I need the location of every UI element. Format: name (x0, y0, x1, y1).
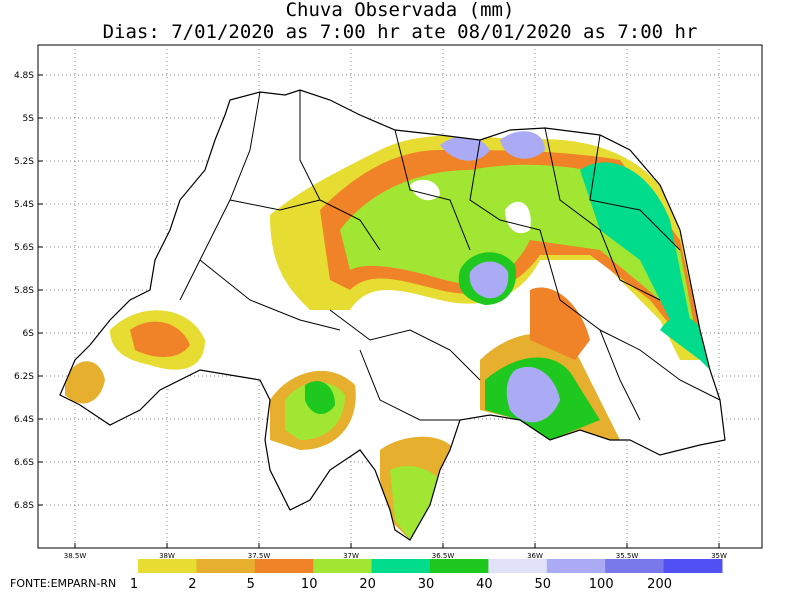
legend-label: 50 (535, 577, 552, 592)
state-outline (59, 89, 726, 541)
title-line1: Chuva Observada (mm) (286, 0, 515, 21)
lat-label: 5S (23, 114, 35, 124)
legend-label: 10 (301, 577, 318, 592)
legend-label: 5 (247, 577, 255, 592)
lat-label: 6S (23, 329, 35, 339)
lon-label: 36W (527, 552, 543, 560)
legend-label: 20 (359, 577, 376, 592)
lat-label: 4.8S (14, 71, 34, 81)
lon-label: 38W (159, 552, 175, 560)
legend-swatch (605, 559, 665, 573)
lon-label: 35W (711, 552, 727, 560)
lat-label: 6.6S (14, 458, 34, 468)
lon-label: 37.5W (248, 552, 271, 560)
lat-label: 5.6S (14, 243, 34, 253)
title-line2: Dias: 7/01/2020 as 7:00 hr ate 08/01/202… (103, 21, 698, 43)
legend-swatch (663, 559, 723, 573)
lat-label: 5.4S (14, 200, 34, 210)
lon-label: 35.5W (616, 552, 639, 560)
legend-label: 30 (418, 577, 435, 592)
legend-swatch (196, 559, 256, 573)
legend-swatch (546, 559, 606, 573)
lon-label: 36.5W (432, 552, 455, 560)
map-frame (37, 44, 763, 549)
legend-swatch (313, 559, 373, 573)
source: FONTE:EMPARN-RN (10, 577, 116, 590)
legend-label: 2 (188, 577, 196, 592)
legend: 1 2 5 10 20 30 40 50 100 200 (130, 559, 723, 592)
lon-label: 37W (343, 552, 359, 560)
lon-label: 38.5W (64, 552, 87, 560)
legend-swatch (430, 559, 489, 573)
lat-label: 5.2S (14, 157, 34, 167)
legend-swatch (138, 559, 197, 573)
lat-label: 5.8S (14, 286, 34, 296)
legend-label: 100 (589, 577, 614, 592)
lat-label: 6.4S (14, 415, 34, 425)
legend-label: 40 (476, 577, 493, 592)
legend-swatch (371, 559, 431, 573)
legend-swatch (254, 559, 314, 573)
legend-swatch (488, 559, 548, 573)
lat-label: 6.8S (14, 501, 34, 511)
lat-label: 6.2S (14, 372, 34, 382)
legend-label: 200 (647, 577, 672, 592)
rain-fields (65, 131, 710, 540)
municipal-borders (179, 90, 721, 421)
legend-label: 1 (130, 577, 138, 592)
